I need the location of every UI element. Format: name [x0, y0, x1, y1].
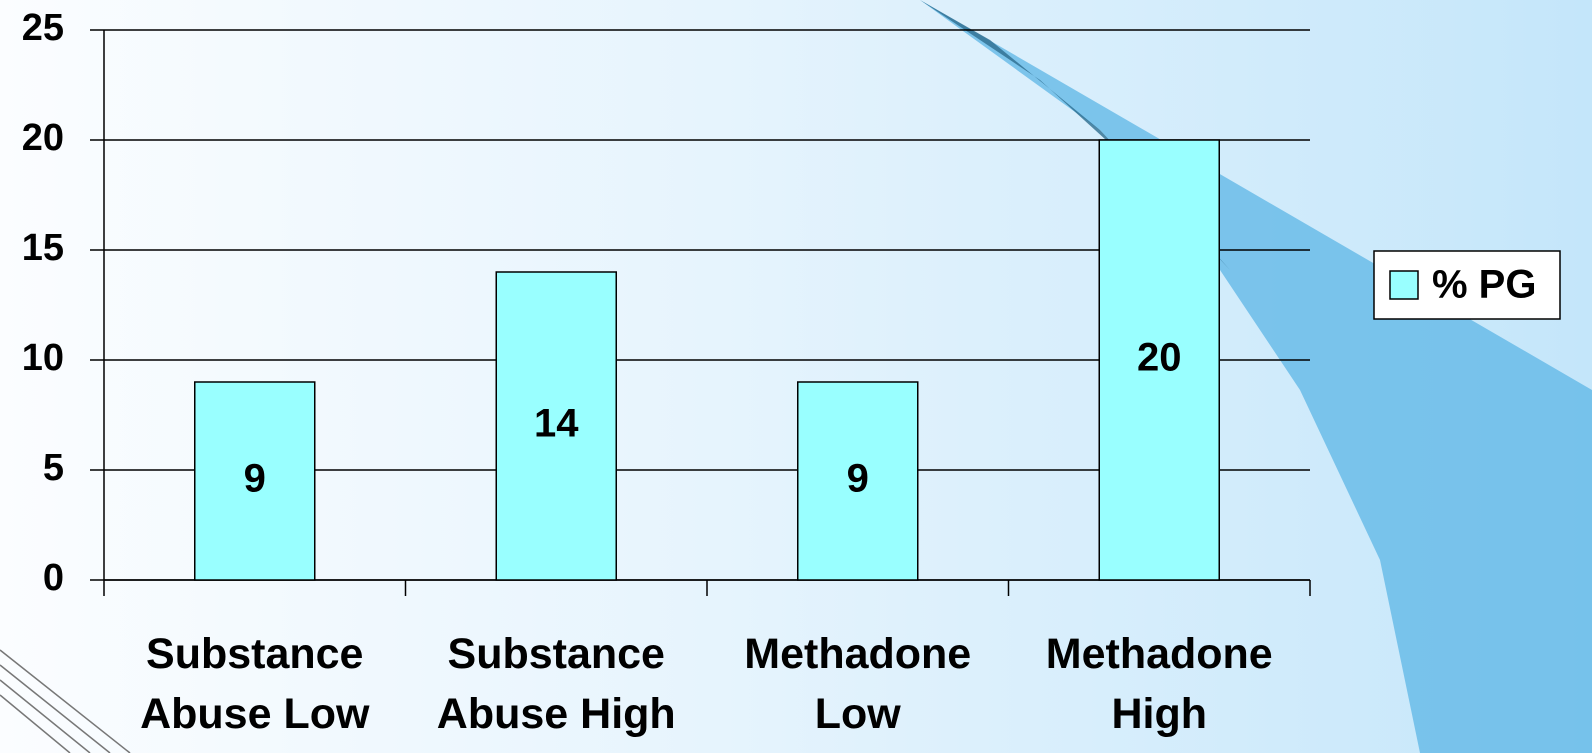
x-tick-label: Substance Abuse Low	[140, 630, 370, 738]
data-label: 20	[1137, 336, 1182, 380]
data-label: 14	[534, 402, 579, 446]
data-label: 9	[244, 457, 266, 501]
y-tick-label: 15	[22, 227, 64, 269]
x-tick-label: Methadone Low	[744, 630, 972, 738]
data-label: 9	[847, 457, 869, 501]
decor-beam	[920, 0, 1592, 753]
bar	[495, 271, 617, 581]
bar	[194, 381, 316, 581]
y-tick-label: 20	[22, 117, 64, 159]
y-tick-label: 0	[43, 557, 64, 599]
bar	[797, 381, 919, 581]
y-tick-label: 5	[43, 447, 64, 489]
bar	[1098, 139, 1220, 581]
x-tick-label: Methadone High	[1045, 630, 1273, 738]
legend: % PG	[1373, 250, 1561, 320]
y-tick-label: 10	[22, 337, 64, 379]
decor-lines	[0, 649, 131, 753]
legend-label: % PG	[1432, 263, 1536, 307]
y-tick-label: 25	[22, 7, 64, 49]
legend-swatch	[1389, 270, 1419, 300]
x-tick-label: Substance Abuse High	[436, 630, 676, 738]
